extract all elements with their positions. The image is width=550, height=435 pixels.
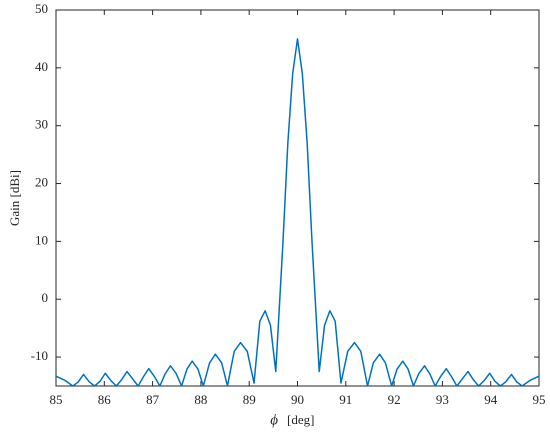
x-tick-label: 90	[291, 392, 304, 407]
x-tick-label: 91	[339, 392, 352, 407]
x-axis-symbol: ϕ	[270, 412, 278, 428]
x-tick-label: 92	[388, 392, 401, 407]
x-tick-label: 87	[146, 392, 160, 407]
x-tick-label: 93	[436, 392, 449, 407]
y-tick-label: 40	[35, 59, 48, 74]
x-tick-label: 94	[484, 392, 498, 407]
y-tick-label: 20	[35, 175, 48, 190]
y-tick-label: 50	[35, 1, 48, 16]
plot-frame	[55, 9, 540, 387]
x-tick-label: 88	[194, 392, 207, 407]
x-tick-label: 95	[533, 392, 546, 407]
y-axis-label: Gain [dBi]	[7, 170, 22, 226]
y-tick-label: 10	[35, 232, 48, 247]
y-tick-label: 0	[42, 290, 49, 305]
y-tick-label: 30	[35, 117, 48, 132]
x-axis-unit: [deg]	[287, 412, 314, 427]
gain-line	[55, 38, 540, 387]
x-tick-label: 89	[243, 392, 256, 407]
x-tick-label: 85	[50, 392, 63, 407]
x-tick-label: 86	[98, 392, 112, 407]
y-tick-label: -10	[31, 348, 48, 363]
